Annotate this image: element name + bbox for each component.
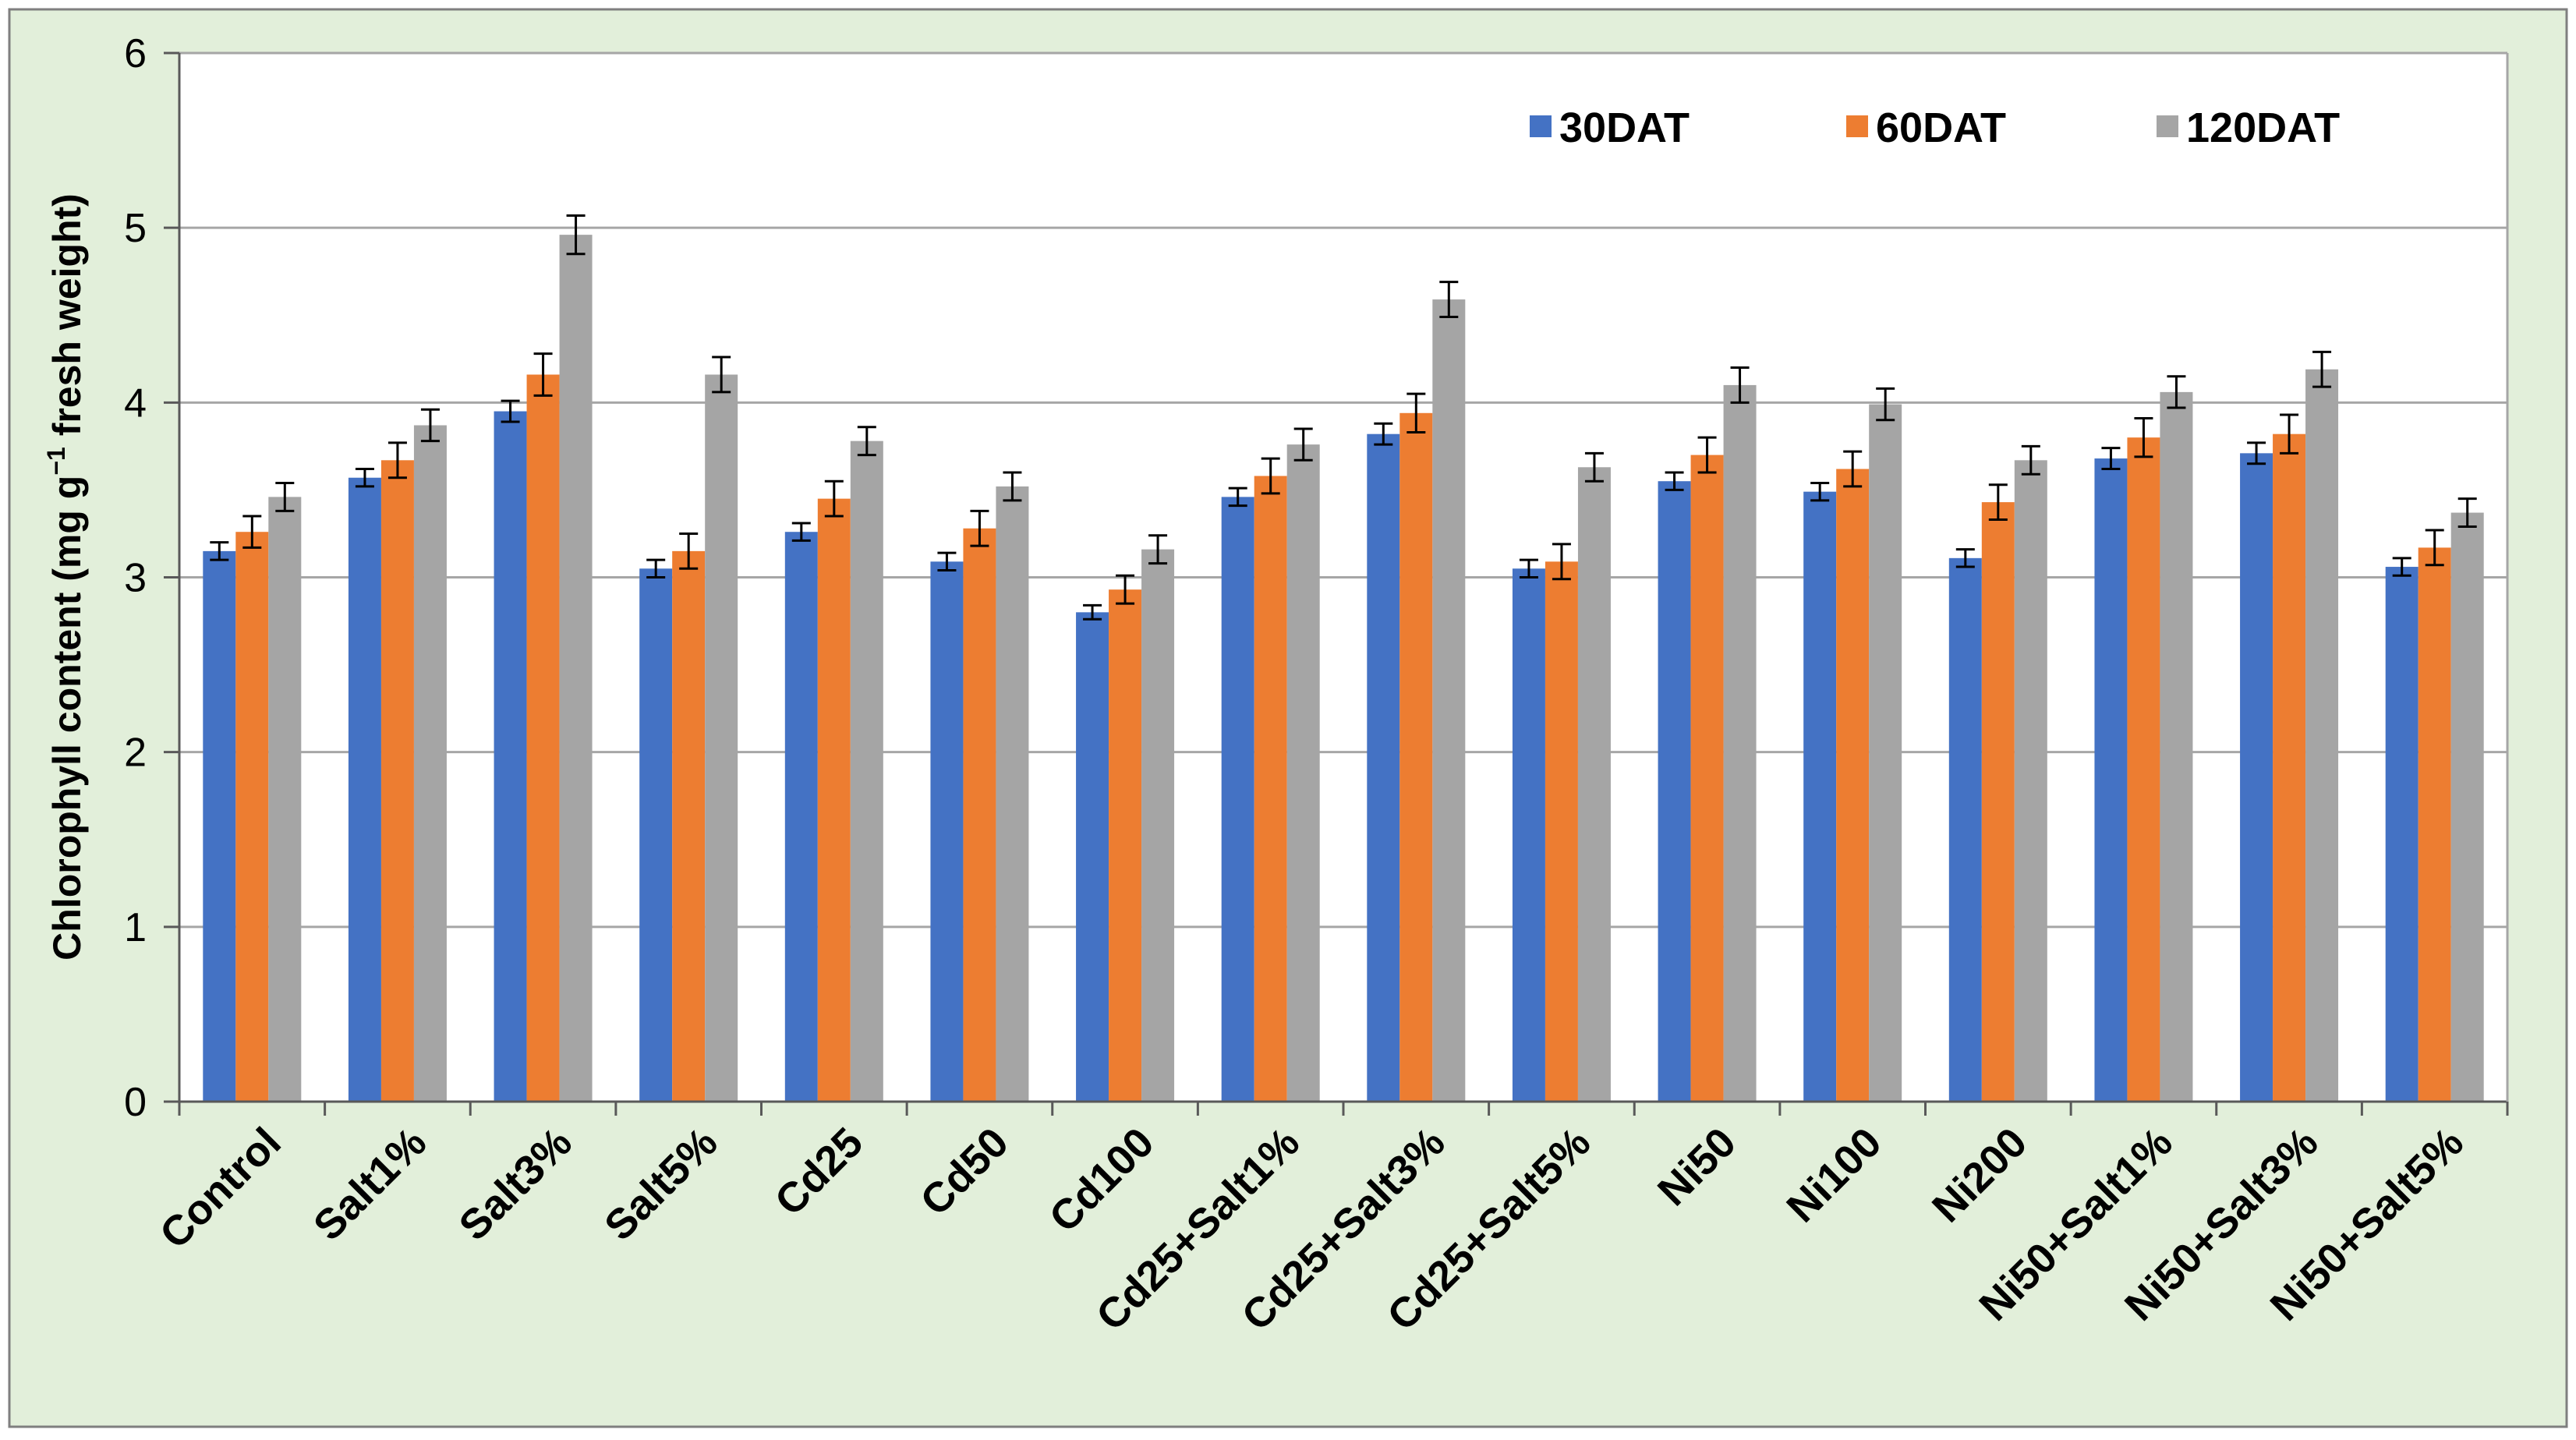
bar-1-2	[526, 374, 560, 1102]
bar-1-14	[2273, 433, 2306, 1102]
bar-1-12	[1981, 502, 2015, 1102]
y-tick-label-2: 2	[124, 731, 147, 776]
bar-2-4	[850, 440, 883, 1102]
bar-0-11	[1803, 491, 1837, 1102]
bar-2-15	[2450, 512, 2484, 1102]
bars	[203, 235, 2484, 1102]
legend-label-1: 60DAT	[1876, 104, 2006, 151]
bar-0-10	[1658, 481, 1691, 1102]
bar-1-9	[1545, 561, 1578, 1102]
bar-2-11	[1869, 404, 1902, 1102]
y-tick-labels: 0 1 2 3 4 5 6	[124, 31, 147, 1125]
y-axis-label: Chlorophyll content (mg g−1 fresh weight…	[42, 193, 89, 961]
legend-swatch-1	[1846, 115, 1868, 137]
axes	[164, 51, 2509, 1116]
bar-2-5	[996, 486, 1029, 1102]
bar-0-3	[639, 568, 673, 1102]
bar-2-12	[2014, 460, 2047, 1102]
legend-swatch-2	[2157, 115, 2178, 137]
bar-0-13	[2094, 458, 2128, 1102]
bar-2-1	[413, 425, 447, 1102]
y-axis-label-tail: fresh weight)	[45, 193, 89, 447]
bar-1-11	[1836, 469, 1870, 1102]
y-tick-label-5: 5	[124, 206, 147, 251]
bar-2-10	[1723, 384, 1757, 1102]
bar-2-0	[268, 497, 302, 1102]
bar-1-6	[1109, 589, 1142, 1102]
y-tick-label-4: 4	[124, 380, 147, 426]
legend-swatch-0	[1530, 115, 1552, 137]
bar-0-15	[2385, 567, 2419, 1102]
bar-0-6	[1076, 612, 1109, 1102]
bar-0-12	[1948, 557, 1982, 1102]
bar-0-5	[930, 561, 964, 1102]
y-tick-label-1: 1	[124, 905, 147, 950]
bar-1-4	[817, 498, 851, 1102]
y-tick-label-0: 0	[124, 1080, 147, 1125]
bar-2-6	[1141, 549, 1175, 1102]
bar-0-0	[203, 550, 236, 1102]
bar-0-7	[1221, 497, 1254, 1102]
y-tick-label-6: 6	[124, 31, 147, 76]
bar-2-14	[2305, 369, 2339, 1102]
bar-2-7	[1286, 444, 1320, 1102]
bar-0-4	[784, 532, 818, 1102]
bar-0-9	[1512, 568, 1545, 1102]
bar-2-13	[2160, 391, 2193, 1102]
bar-2-9	[1577, 467, 1611, 1102]
bar-1-0	[235, 532, 269, 1102]
legend-label-0: 30DAT	[1559, 104, 1690, 151]
bar-0-8	[1367, 433, 1400, 1102]
y-axis-label-superscript: −1	[42, 447, 70, 475]
legend-label-2: 120DAT	[2186, 104, 2340, 151]
bar-2-3	[705, 374, 738, 1102]
bar-1-1	[380, 460, 414, 1102]
y-tick-label-3: 3	[124, 556, 147, 601]
bar-2-2	[559, 235, 593, 1102]
bar-0-2	[494, 411, 527, 1102]
bar-1-3	[672, 550, 706, 1102]
bar-0-14	[2240, 453, 2273, 1102]
bar-2-8	[1432, 299, 1466, 1102]
error-bars	[210, 214, 2477, 621]
bar-1-5	[963, 528, 996, 1102]
bar-1-7	[1254, 476, 1287, 1102]
legend: 30DAT 60DAT 120DAT	[1530, 104, 2340, 151]
bar-0-1	[348, 477, 381, 1102]
bar-1-13	[2127, 437, 2160, 1102]
bar-1-15	[2418, 547, 2451, 1102]
bar-1-10	[1690, 455, 1724, 1102]
bar-1-8	[1399, 412, 1433, 1102]
